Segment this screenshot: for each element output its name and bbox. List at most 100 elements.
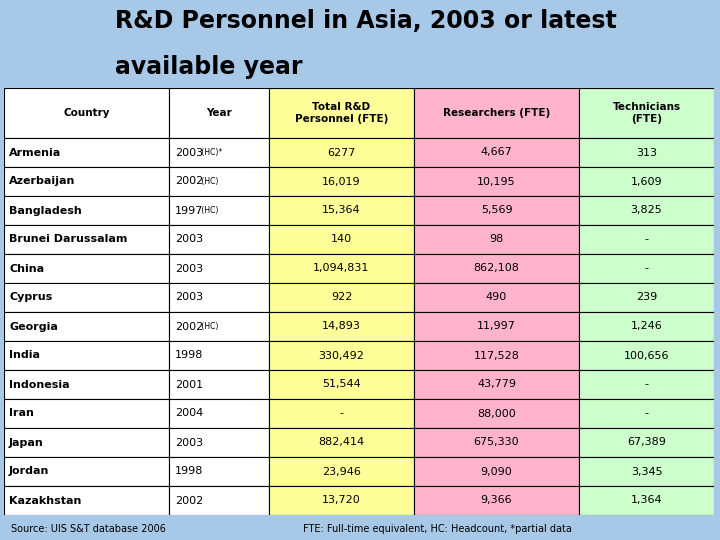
Bar: [579, 196, 714, 225]
Bar: [414, 167, 579, 196]
Bar: [4, 225, 169, 254]
Text: 239: 239: [636, 293, 657, 302]
Text: 882,414: 882,414: [318, 437, 364, 448]
Bar: [414, 399, 579, 428]
Bar: [269, 399, 414, 428]
Bar: [169, 428, 269, 457]
Text: 490: 490: [486, 293, 507, 302]
Text: -: -: [644, 380, 649, 389]
Text: Iran: Iran: [9, 408, 34, 418]
Text: 88,000: 88,000: [477, 408, 516, 418]
Bar: [169, 283, 269, 312]
Text: 67,389: 67,389: [627, 437, 666, 448]
Text: -: -: [340, 408, 343, 418]
Text: 1998: 1998: [175, 350, 203, 361]
Text: Japan: Japan: [9, 437, 44, 448]
Text: Armenia: Armenia: [9, 147, 61, 158]
Bar: [579, 457, 714, 486]
Text: 140: 140: [331, 234, 352, 245]
Text: 2003: 2003: [175, 264, 203, 273]
Text: India: India: [9, 350, 40, 361]
Text: 330,492: 330,492: [318, 350, 364, 361]
Text: 2002: 2002: [175, 177, 203, 186]
Bar: [414, 341, 579, 370]
Bar: [4, 312, 169, 341]
Bar: [414, 486, 579, 515]
Text: Total R&D
Personnel (FTE): Total R&D Personnel (FTE): [294, 102, 388, 124]
Text: 1998: 1998: [175, 467, 203, 476]
Bar: [579, 167, 714, 196]
Bar: [169, 370, 269, 399]
Text: (HC)*: (HC)*: [199, 148, 222, 157]
Text: -: -: [644, 408, 649, 418]
Text: Azerbaijan: Azerbaijan: [9, 177, 76, 186]
Bar: [169, 167, 269, 196]
Text: 2004: 2004: [175, 408, 203, 418]
Bar: [269, 283, 414, 312]
Text: 2002: 2002: [175, 321, 203, 332]
Text: (HC): (HC): [199, 206, 218, 215]
Text: 1,246: 1,246: [631, 321, 662, 332]
Text: -: -: [644, 264, 649, 273]
Text: 2002: 2002: [175, 496, 203, 505]
Text: 1,364: 1,364: [631, 496, 662, 505]
Bar: [4, 399, 169, 428]
Bar: [269, 457, 414, 486]
Bar: [4, 283, 169, 312]
Bar: [414, 370, 579, 399]
Text: Brunei Darussalam: Brunei Darussalam: [9, 234, 127, 245]
Bar: [414, 196, 579, 225]
Text: Source: UIS S&T database 2006: Source: UIS S&T database 2006: [11, 524, 166, 534]
Text: 313: 313: [636, 147, 657, 158]
Bar: [579, 138, 714, 167]
Text: 98: 98: [490, 234, 503, 245]
Text: 9,090: 9,090: [481, 467, 513, 476]
Bar: [579, 254, 714, 283]
Bar: [579, 225, 714, 254]
Text: 14,893: 14,893: [322, 321, 361, 332]
Bar: [4, 167, 169, 196]
Text: 922: 922: [330, 293, 352, 302]
Text: 675,330: 675,330: [474, 437, 519, 448]
Bar: [579, 486, 714, 515]
Bar: [269, 196, 414, 225]
Text: 6277: 6277: [328, 147, 356, 158]
Text: 10,195: 10,195: [477, 177, 516, 186]
Bar: [4, 428, 169, 457]
Text: -: -: [644, 234, 649, 245]
Bar: [414, 254, 579, 283]
Text: 3,825: 3,825: [631, 206, 662, 215]
Text: Indonesia: Indonesia: [9, 380, 70, 389]
Bar: [579, 399, 714, 428]
Text: 2003: 2003: [175, 147, 203, 158]
Bar: [269, 428, 414, 457]
Text: 5,569: 5,569: [481, 206, 513, 215]
Bar: [269, 167, 414, 196]
Bar: [414, 138, 579, 167]
Bar: [579, 312, 714, 341]
Text: 16,019: 16,019: [322, 177, 361, 186]
Bar: [579, 283, 714, 312]
Text: 43,779: 43,779: [477, 380, 516, 389]
Text: Year: Year: [206, 108, 232, 118]
Text: 100,656: 100,656: [624, 350, 670, 361]
Text: Technicians
(FTE): Technicians (FTE): [613, 102, 680, 124]
Bar: [4, 370, 169, 399]
Text: Researchers (FTE): Researchers (FTE): [443, 108, 550, 118]
Bar: [579, 341, 714, 370]
Bar: [269, 88, 414, 138]
Bar: [169, 457, 269, 486]
Bar: [4, 341, 169, 370]
Bar: [269, 138, 414, 167]
Bar: [414, 88, 579, 138]
Bar: [4, 196, 169, 225]
Bar: [414, 428, 579, 457]
Text: 2003: 2003: [175, 437, 203, 448]
Bar: [4, 457, 169, 486]
Text: R&D Personnel in Asia, 2003 or latest: R&D Personnel in Asia, 2003 or latest: [115, 9, 617, 33]
Text: 3,345: 3,345: [631, 467, 662, 476]
Text: Country: Country: [63, 108, 109, 118]
Bar: [414, 457, 579, 486]
Bar: [4, 138, 169, 167]
Bar: [269, 254, 414, 283]
